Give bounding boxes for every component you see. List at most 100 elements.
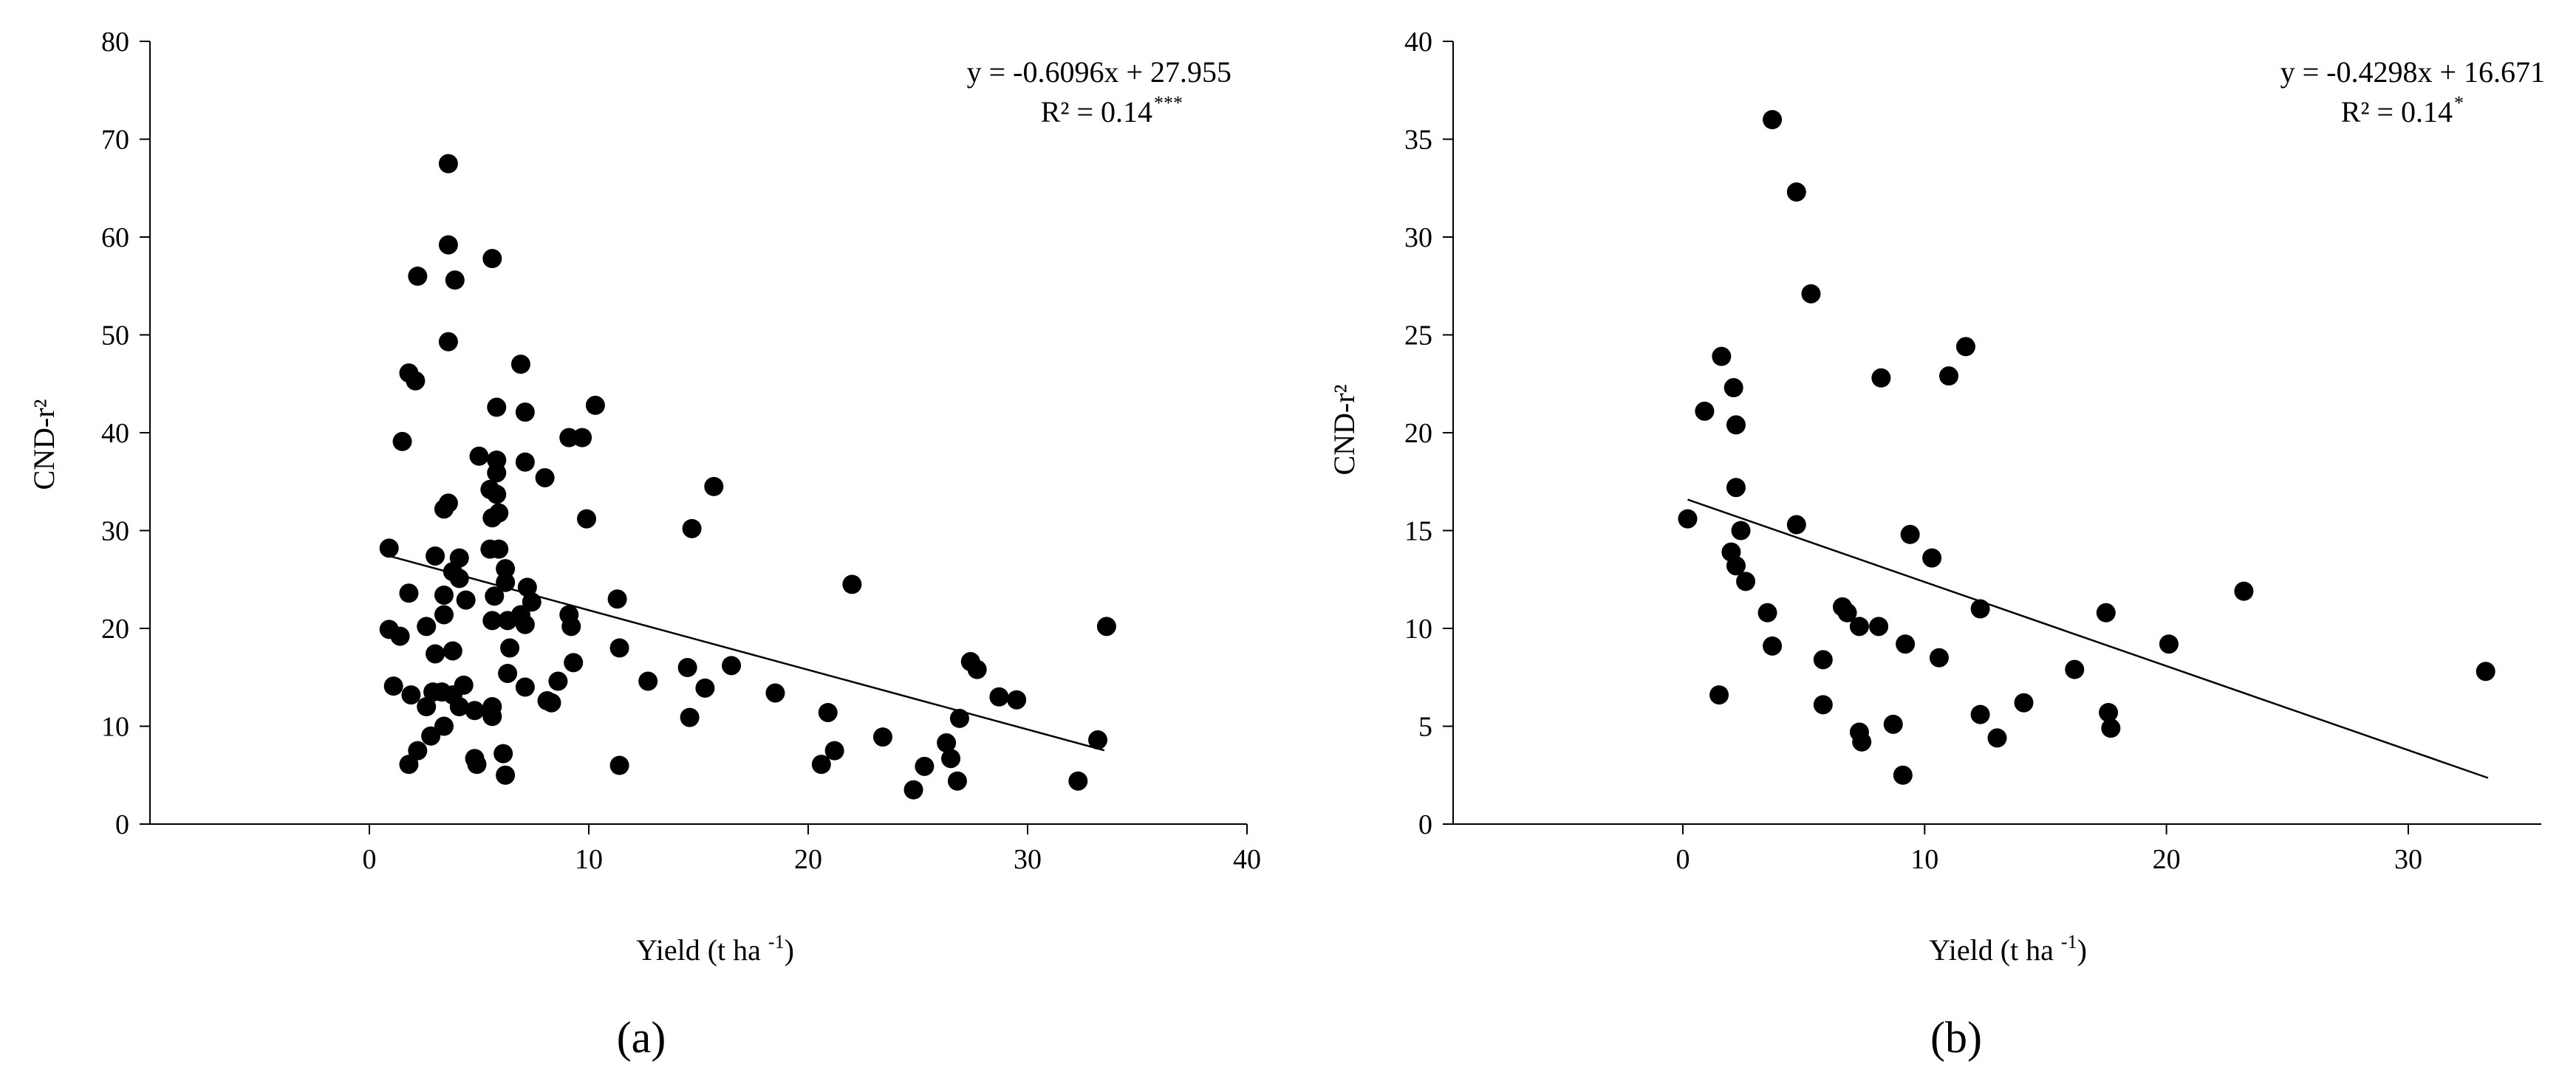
panel-b-x-tick-label: 20 — [2153, 844, 2181, 875]
panel-a-data-point — [426, 546, 445, 566]
panel-a-data-point — [515, 452, 535, 472]
panel-a-data-point — [607, 589, 627, 609]
panel-a-data-point — [872, 727, 892, 747]
panel-a-x-tick-label: 0 — [363, 844, 377, 875]
panel-a-y-tick-label: 50 — [101, 320, 129, 351]
label-suffix: ) — [785, 933, 794, 967]
panel-b-r2-significance: * — [2454, 92, 2464, 114]
panel-a-data-point — [443, 641, 462, 661]
panel-b-data-point — [1896, 634, 1916, 654]
panel-b-data-point — [1786, 515, 1806, 535]
panel-b-data-point — [1939, 366, 1959, 386]
panel-b-x-axis-label: Yield (t ha -1) — [1929, 931, 2087, 967]
panel-a-data-point — [522, 592, 541, 612]
panel-a-data-point — [515, 402, 535, 422]
panel-b-data-point — [1813, 650, 1833, 670]
panel-a-data-point — [722, 656, 742, 676]
panel-a-data-point — [392, 431, 412, 451]
panel-b-data-point — [1786, 182, 1806, 202]
panel-b-data-point — [1970, 599, 1990, 619]
panel-a-data-point — [903, 780, 923, 800]
panel-b-data-point — [1757, 603, 1777, 622]
panel-b-x-tick-label: 0 — [1675, 844, 1690, 875]
panel-b-data-point — [1712, 346, 1732, 366]
panel-b-data-point — [1709, 685, 1729, 705]
panel-a-data-point — [559, 428, 579, 447]
panel-a-data-point — [1007, 690, 1027, 710]
panel-a-data-point — [573, 428, 592, 447]
panel-a-data-point — [564, 653, 584, 673]
panel-a-data-point — [445, 270, 465, 290]
panel-a-data-point — [496, 572, 516, 592]
panel-a-data-point — [937, 733, 957, 753]
panel-b-data-point — [2234, 581, 2254, 601]
panel-a-data-point — [947, 771, 967, 791]
panel-b-data-point — [1970, 704, 1990, 724]
panel-a-data-point — [811, 755, 831, 775]
panel-a-data-point — [456, 590, 476, 610]
panel-a-data-point — [609, 638, 629, 658]
panel-a-data-point — [434, 716, 454, 736]
panel-a-data-point — [482, 611, 502, 631]
panel-a-x-tick-label: 10 — [575, 844, 603, 875]
panel-b-y-tick-label: 15 — [1404, 516, 1432, 547]
panel-a-data-point — [408, 267, 428, 286]
panel-b-data-point — [1801, 284, 1821, 303]
panel-b-y-tick-label: 5 — [1418, 712, 1432, 743]
panel-a-x-tick-label: 40 — [1233, 844, 1261, 875]
panel-a-x-axis-label-text: Yield (t ha — [636, 933, 761, 967]
panel-a-data-point — [515, 677, 535, 697]
superscript: -1 — [768, 931, 785, 953]
panel-a-data-point — [438, 154, 458, 174]
panel-b-equation: y = -0.4298x + 16.671 — [2281, 55, 2545, 89]
panel-b-y-tick-label: 10 — [1404, 614, 1432, 645]
panel-b-data-point — [1726, 415, 1746, 435]
panel-a-data-point — [390, 626, 410, 646]
panel-b-data-point — [1731, 521, 1751, 541]
panel-b-data-point — [1869, 617, 1889, 637]
panel-b-y-tick-label: 40 — [1404, 27, 1432, 58]
panel-a-y-tick-label: 20 — [101, 614, 129, 645]
panel-b-data-point — [1763, 110, 1783, 129]
panel-a-y-tick-label: 10 — [101, 712, 129, 743]
panel-a-data-point — [482, 249, 502, 269]
panel-a-data-point — [941, 749, 961, 769]
panel-b-data-point — [1987, 728, 2007, 748]
panel-a-x-axis-label: Yield (t ha -1) — [636, 931, 794, 967]
panel-a-data-point — [818, 702, 838, 722]
panel-a: y = -0.6096x + 27.955 R² = 0.14 *** Yiel… — [27, 55, 1231, 1062]
panel-a-data-point — [487, 484, 507, 504]
panel-a-data-point — [824, 741, 844, 761]
panel-a-data-point — [548, 671, 568, 691]
panel-a-data-point — [1088, 730, 1108, 750]
panel-a-data-point — [465, 701, 485, 721]
panel-a-y-tick-label: 80 — [101, 27, 129, 58]
panel-a-data-point — [609, 755, 629, 775]
panel-b-data-point — [1723, 378, 1743, 398]
panel-a-y-tick-label: 30 — [101, 516, 129, 547]
panel-a-data-point — [915, 756, 935, 776]
panel-a-data-point — [399, 583, 419, 603]
panel-a-equation: y = -0.6096x + 27.955 — [967, 55, 1231, 89]
panel-b-data-point — [1900, 524, 1920, 544]
panel-a-r2: R² = 0.14 — [1041, 95, 1152, 128]
panel-a-data-point — [493, 744, 513, 764]
panel-a-data-point — [577, 509, 597, 529]
panel-a-y-tick-label: 60 — [101, 222, 129, 253]
panel-a-data-point — [438, 235, 458, 255]
panel-a-data-point — [482, 508, 502, 528]
panel-a-data-point — [1068, 771, 1088, 791]
panel-a-data-point — [498, 611, 518, 631]
panel-b-data-point — [1678, 509, 1698, 529]
panel-a-data-point — [417, 697, 437, 716]
panel-b-y-axis-label: CND-r² — [1328, 384, 1361, 475]
panel-b-data-point — [1929, 648, 1949, 668]
panel-a-data-point — [469, 446, 489, 466]
panel-b: y = -0.4298x + 16.671 R² = 0.14 * Yield … — [1328, 55, 2545, 1062]
panel-a-data-point — [434, 605, 454, 625]
panel-a-data-point — [401, 685, 421, 705]
panel-b-data-point — [1922, 548, 1942, 568]
panel-b-y-tick-label: 35 — [1404, 125, 1432, 156]
panel-a-data-point — [682, 518, 702, 538]
